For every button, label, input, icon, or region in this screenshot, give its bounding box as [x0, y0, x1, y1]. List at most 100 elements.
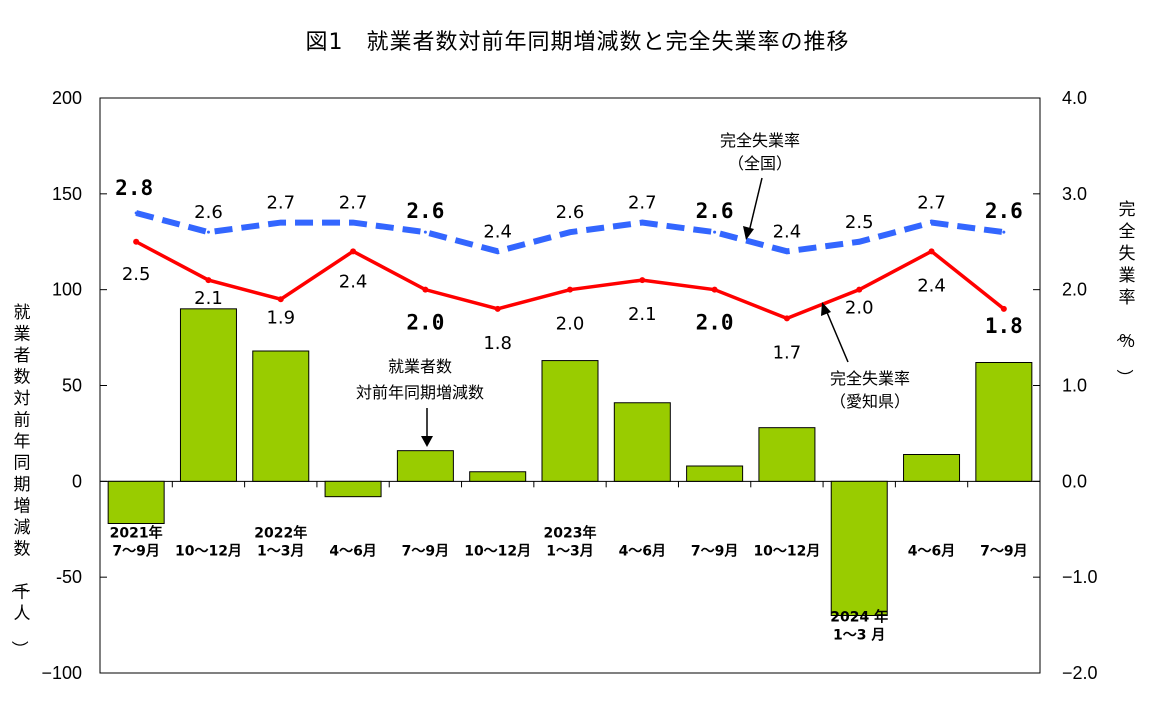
- bar: [975, 362, 1033, 482]
- category-labels: 2021年 7〜9月 10〜12月 2022年 1〜3月 4〜6月 7〜9月 10〜12月 20…: [110, 524, 1028, 643]
- line-value-label: 2.8: [115, 176, 153, 200]
- annotation-national-sub: （全国）: [728, 154, 792, 173]
- left-tick-label: 200: [52, 88, 82, 108]
- category-year: 2021年: [110, 524, 163, 541]
- category-period: 10〜12月: [464, 543, 531, 559]
- bar: [903, 454, 961, 482]
- category-year: 2023年: [544, 524, 597, 541]
- bar: [686, 465, 744, 482]
- line-value-label: 2.1: [194, 288, 223, 309]
- category-period: 1〜3月: [257, 543, 304, 559]
- line-value-label: 2.1: [628, 304, 657, 325]
- annotation-aichi-arrowhead: [821, 302, 831, 316]
- bar: [252, 350, 310, 482]
- line-value-label: 2.7: [339, 193, 368, 214]
- bar: [396, 450, 454, 482]
- line-series: 2.8 2.6 2.7 2.7 2.6 2.4 2.6 2.7 2.6 2.4 2.5 2.7 2.6 2…: [115, 176, 1023, 363]
- line-point: [279, 221, 283, 225]
- line-value-label: 1.9: [266, 307, 295, 328]
- chart-title: 図1 就業者数対前年同期増減数と完全失業率の推移: [305, 30, 850, 55]
- line-value-label: 2.4: [917, 275, 946, 296]
- line-point: [857, 240, 861, 244]
- category-period: 4〜6月: [329, 543, 376, 559]
- category-period: 7〜9月: [402, 543, 449, 559]
- axis-ticks: 200 150 100 50 0 -50 −100 4.0 3.0 2.0 1.0 0.0 −1.0 −2…: [9, 88, 1136, 683]
- category-period: 7〜9月: [112, 543, 159, 559]
- line-value-label: 2.4: [773, 221, 802, 242]
- line-point: [1000, 305, 1007, 312]
- line-point: [639, 277, 646, 284]
- line-point: [567, 286, 573, 293]
- line-point: [640, 221, 644, 225]
- category-period: 1〜3月: [546, 543, 593, 559]
- line-point: [494, 305, 501, 312]
- line-value-label: 1.7: [773, 342, 802, 363]
- left-tick-label: -50: [56, 567, 82, 587]
- annotation-aichi-sub: （愛知県）: [830, 392, 910, 411]
- line-value-label: 2.0: [406, 311, 444, 335]
- category-period: 7〜9月: [980, 543, 1027, 559]
- line-point: [134, 211, 138, 215]
- line-point: [856, 286, 863, 293]
- line-point: [133, 238, 140, 245]
- line-point: [1002, 230, 1006, 234]
- line-value-label: 2.4: [483, 221, 512, 242]
- line-value-label: 1.8: [483, 333, 512, 354]
- right-axis-label: 完全失業率（％）: [1114, 200, 1136, 386]
- line-point: [422, 286, 429, 293]
- line-point: [783, 315, 790, 322]
- line-value-label: 2.7: [266, 193, 295, 214]
- line-point: [568, 230, 572, 234]
- line-value-label: 2.5: [845, 212, 874, 233]
- right-tick-label: 2.0: [1062, 280, 1087, 300]
- line-value-label: 2.6: [194, 202, 223, 223]
- category-period: 4〜6月: [908, 543, 955, 559]
- line-point: [713, 230, 717, 234]
- category-year: 2022年: [254, 524, 307, 541]
- right-tick-label: 4.0: [1062, 88, 1087, 108]
- annotation-employment-title: 就業者数: [388, 357, 452, 376]
- line-point: [711, 286, 718, 293]
- category-period: 10〜12月: [175, 543, 242, 559]
- line-point: [277, 296, 284, 303]
- bar-series-employment: [107, 308, 1033, 617]
- line-value-label: 2.6: [985, 199, 1023, 223]
- category-year: 2024 年: [830, 609, 888, 626]
- annotation-aichi-arrow: [825, 309, 849, 363]
- line-value-label: 2.7: [628, 193, 657, 214]
- annotations: 完全失業率 （全国） 完全失業率 （愛知県） 就業者数対前年同期増減数: [356, 131, 910, 447]
- line-value-label: 2.0: [556, 314, 585, 335]
- right-tick-label: 3.0: [1062, 184, 1087, 204]
- bar: [613, 402, 671, 482]
- line-value-label: 2.7: [917, 193, 946, 214]
- category-period: 10〜12月: [753, 543, 820, 559]
- bar: [830, 480, 888, 617]
- right-tick-label: −2.0: [1062, 663, 1098, 683]
- annotation-national-arrow: [748, 177, 763, 233]
- annotation-employment-sub: 対前年同期増減数: [356, 383, 484, 402]
- annotation-aichi-title: 完全失業率: [830, 369, 910, 388]
- left-tick-label: 150: [52, 184, 82, 204]
- line-value-label: 2.4: [339, 271, 368, 292]
- line-point: [423, 230, 427, 234]
- line-point: [928, 248, 935, 255]
- line-point: [930, 221, 934, 225]
- line-value-label: 2.6: [556, 202, 585, 223]
- left-tick-label: −100: [41, 663, 82, 683]
- line-point: [206, 230, 210, 234]
- line-value-label: 2.5: [122, 264, 151, 285]
- bar: [541, 360, 599, 482]
- line-point: [350, 248, 357, 255]
- left-axis-label: 就業者数対前年同期増減数（千人）: [9, 303, 31, 658]
- annotation-employment-arrowhead: [421, 436, 433, 447]
- category-period: 1〜3 月: [833, 628, 885, 644]
- annotation-national-title: 完全失業率: [720, 131, 800, 150]
- annotation-national-arrowhead: [743, 226, 754, 240]
- category-period: 4〜6月: [619, 543, 666, 559]
- line-value-label: 2.6: [406, 199, 444, 223]
- line-point: [205, 277, 212, 284]
- line-value-label: 2.0: [845, 298, 874, 319]
- right-tick-label: −1.0: [1062, 567, 1098, 587]
- bar: [469, 471, 527, 482]
- right-tick-label: 1.0: [1062, 376, 1087, 396]
